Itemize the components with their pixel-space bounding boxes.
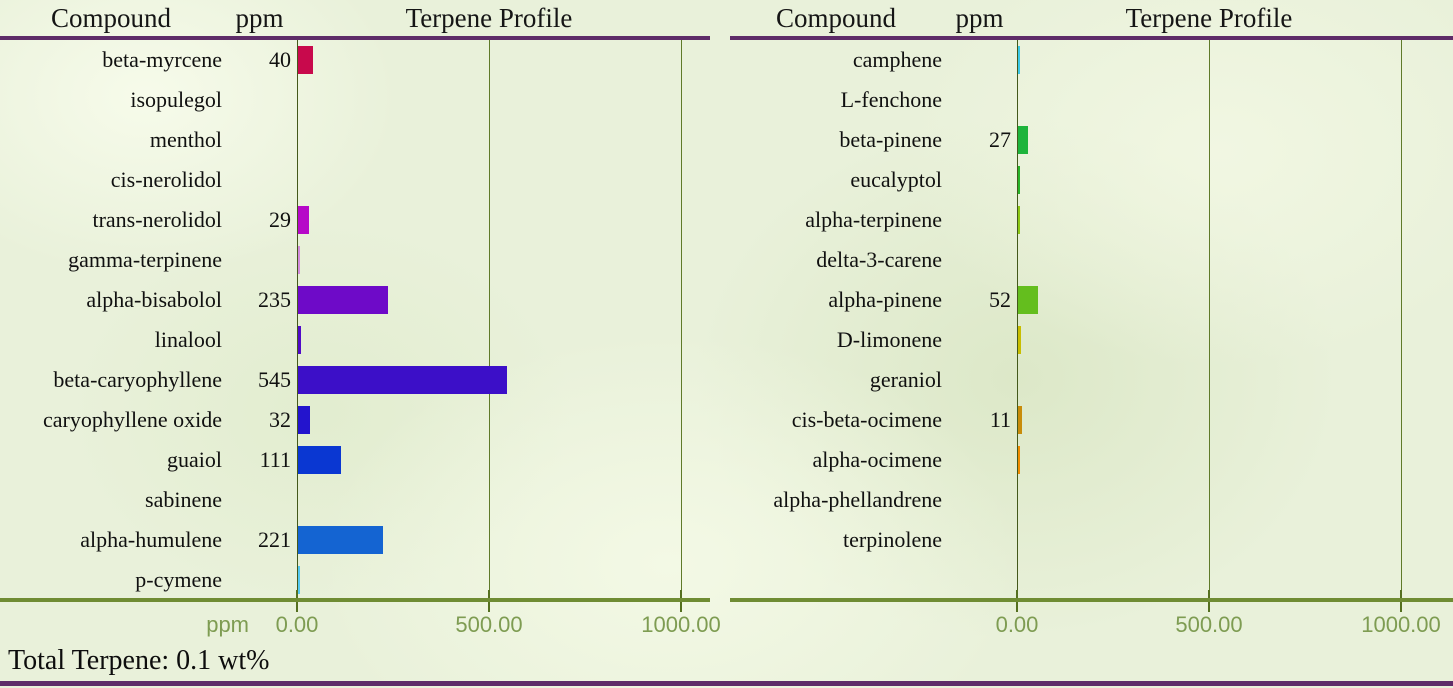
ppm-value: 32 — [269, 407, 291, 432]
compound-label: delta-3-carene — [816, 247, 942, 272]
ppm-value: 111 — [259, 447, 291, 472]
compound-label: camphene — [852, 47, 942, 72]
bottom-divider — [0, 681, 1453, 686]
terpene-bar — [1018, 166, 1020, 194]
axis-zero-line — [1017, 40, 1018, 602]
compound-label: p-cymene — [135, 567, 222, 592]
compound-label: alpha-pinene — [828, 287, 942, 312]
compound-label: cis-beta-ocimene — [791, 407, 942, 432]
compound-label: cis-nerolidol — [110, 167, 222, 192]
terpene-bar — [1018, 446, 1020, 474]
terpene-bar — [298, 206, 309, 234]
compound-label: beta-myrcene — [102, 47, 222, 72]
compound-label: menthol — [149, 127, 222, 152]
terpene-bar — [298, 46, 313, 74]
compound-label: alpha-phellandrene — [773, 487, 942, 512]
axis-zero-line — [297, 40, 298, 602]
column-header-terpene-profile: Terpene Profile — [1125, 3, 1293, 33]
axis-baseline — [730, 598, 1453, 602]
terpene-panel-1: Compound ppm Terpene Profile beta-myrcene 40… — [0, 0, 721, 680]
terpene-bar — [298, 366, 507, 394]
terpene-bar — [298, 526, 383, 554]
terpene-bar — [1018, 126, 1028, 154]
compound-label: caryophyllene oxide — [43, 407, 222, 432]
column-header-compound: Compound — [775, 3, 896, 33]
axis-tick-label: 500.00 — [1175, 612, 1243, 637]
axis-tick-label: 0.00 — [995, 612, 1039, 637]
total-terpene-label: Total Terpene: 0.1 wt% — [8, 645, 270, 676]
terpene-bar — [298, 406, 310, 434]
terpene-bar — [1018, 206, 1020, 234]
gridline — [1209, 40, 1210, 602]
compound-label: L-fenchone — [840, 87, 942, 112]
compound-label: alpha-bisabolol — [86, 287, 222, 312]
header-underline — [730, 36, 1453, 40]
compound-label: geraniol — [869, 367, 942, 392]
compound-label: alpha-ocimene — [812, 447, 943, 472]
compound-label: eucalyptol — [850, 167, 942, 192]
axis-baseline — [0, 598, 710, 602]
axis-tick-label: 1000.00 — [1361, 612, 1441, 637]
column-header-ppm: ppm — [235, 3, 284, 33]
axis-tick-label: 0.00 — [275, 612, 319, 637]
terpene-bar — [298, 246, 300, 274]
column-header-compound: Compound — [50, 3, 171, 33]
terpene-bar — [298, 326, 301, 354]
header-underline — [0, 36, 710, 40]
gridline — [489, 40, 490, 602]
gridline — [681, 40, 682, 602]
ppm-value: 27 — [989, 127, 1011, 152]
ppm-value: 40 — [269, 47, 291, 72]
ppm-value: 52 — [989, 287, 1011, 312]
compound-label: trans-nerolidol — [92, 207, 222, 232]
column-header-terpene-profile: Terpene Profile — [405, 3, 573, 33]
ppm-value: 29 — [269, 207, 291, 232]
terpene-bar — [298, 566, 300, 594]
terpene-bar — [298, 286, 388, 314]
compound-label: guaiol — [167, 447, 222, 472]
terpene-bar — [1018, 326, 1021, 354]
compound-label: beta-pinene — [839, 127, 942, 152]
ppm-value: 545 — [258, 367, 291, 392]
axis-tick-label: 1000.00 — [641, 612, 721, 637]
terpene-bar — [1018, 286, 1038, 314]
compound-label: terpinolene — [843, 527, 942, 552]
compound-label: sabinene — [145, 487, 222, 512]
compound-label: beta-caryophyllene — [53, 367, 222, 392]
ppm-value: 11 — [989, 407, 1011, 432]
compound-label: alpha-terpinene — [805, 207, 942, 232]
terpene-panel-2: Compound ppm Terpene Profile camphene L-fenc… — [730, 0, 1453, 680]
ppm-value: 221 — [258, 527, 291, 552]
compound-label: linalool — [154, 327, 222, 352]
terpene-bar — [1018, 46, 1020, 74]
compound-label: gamma-terpinene — [68, 247, 222, 272]
gridline — [1401, 40, 1402, 602]
compound-label: D-limonene — [836, 327, 942, 352]
compound-label: isopulegol — [130, 87, 222, 112]
ppm-value: 235 — [258, 287, 291, 312]
axis-unit-label: ppm — [206, 612, 249, 637]
column-header-ppm: ppm — [955, 3, 1004, 33]
terpene-bar — [298, 446, 341, 474]
compound-label: alpha-humulene — [80, 527, 222, 552]
terpene-bar — [1018, 406, 1022, 434]
axis-tick-label: 500.00 — [455, 612, 523, 637]
